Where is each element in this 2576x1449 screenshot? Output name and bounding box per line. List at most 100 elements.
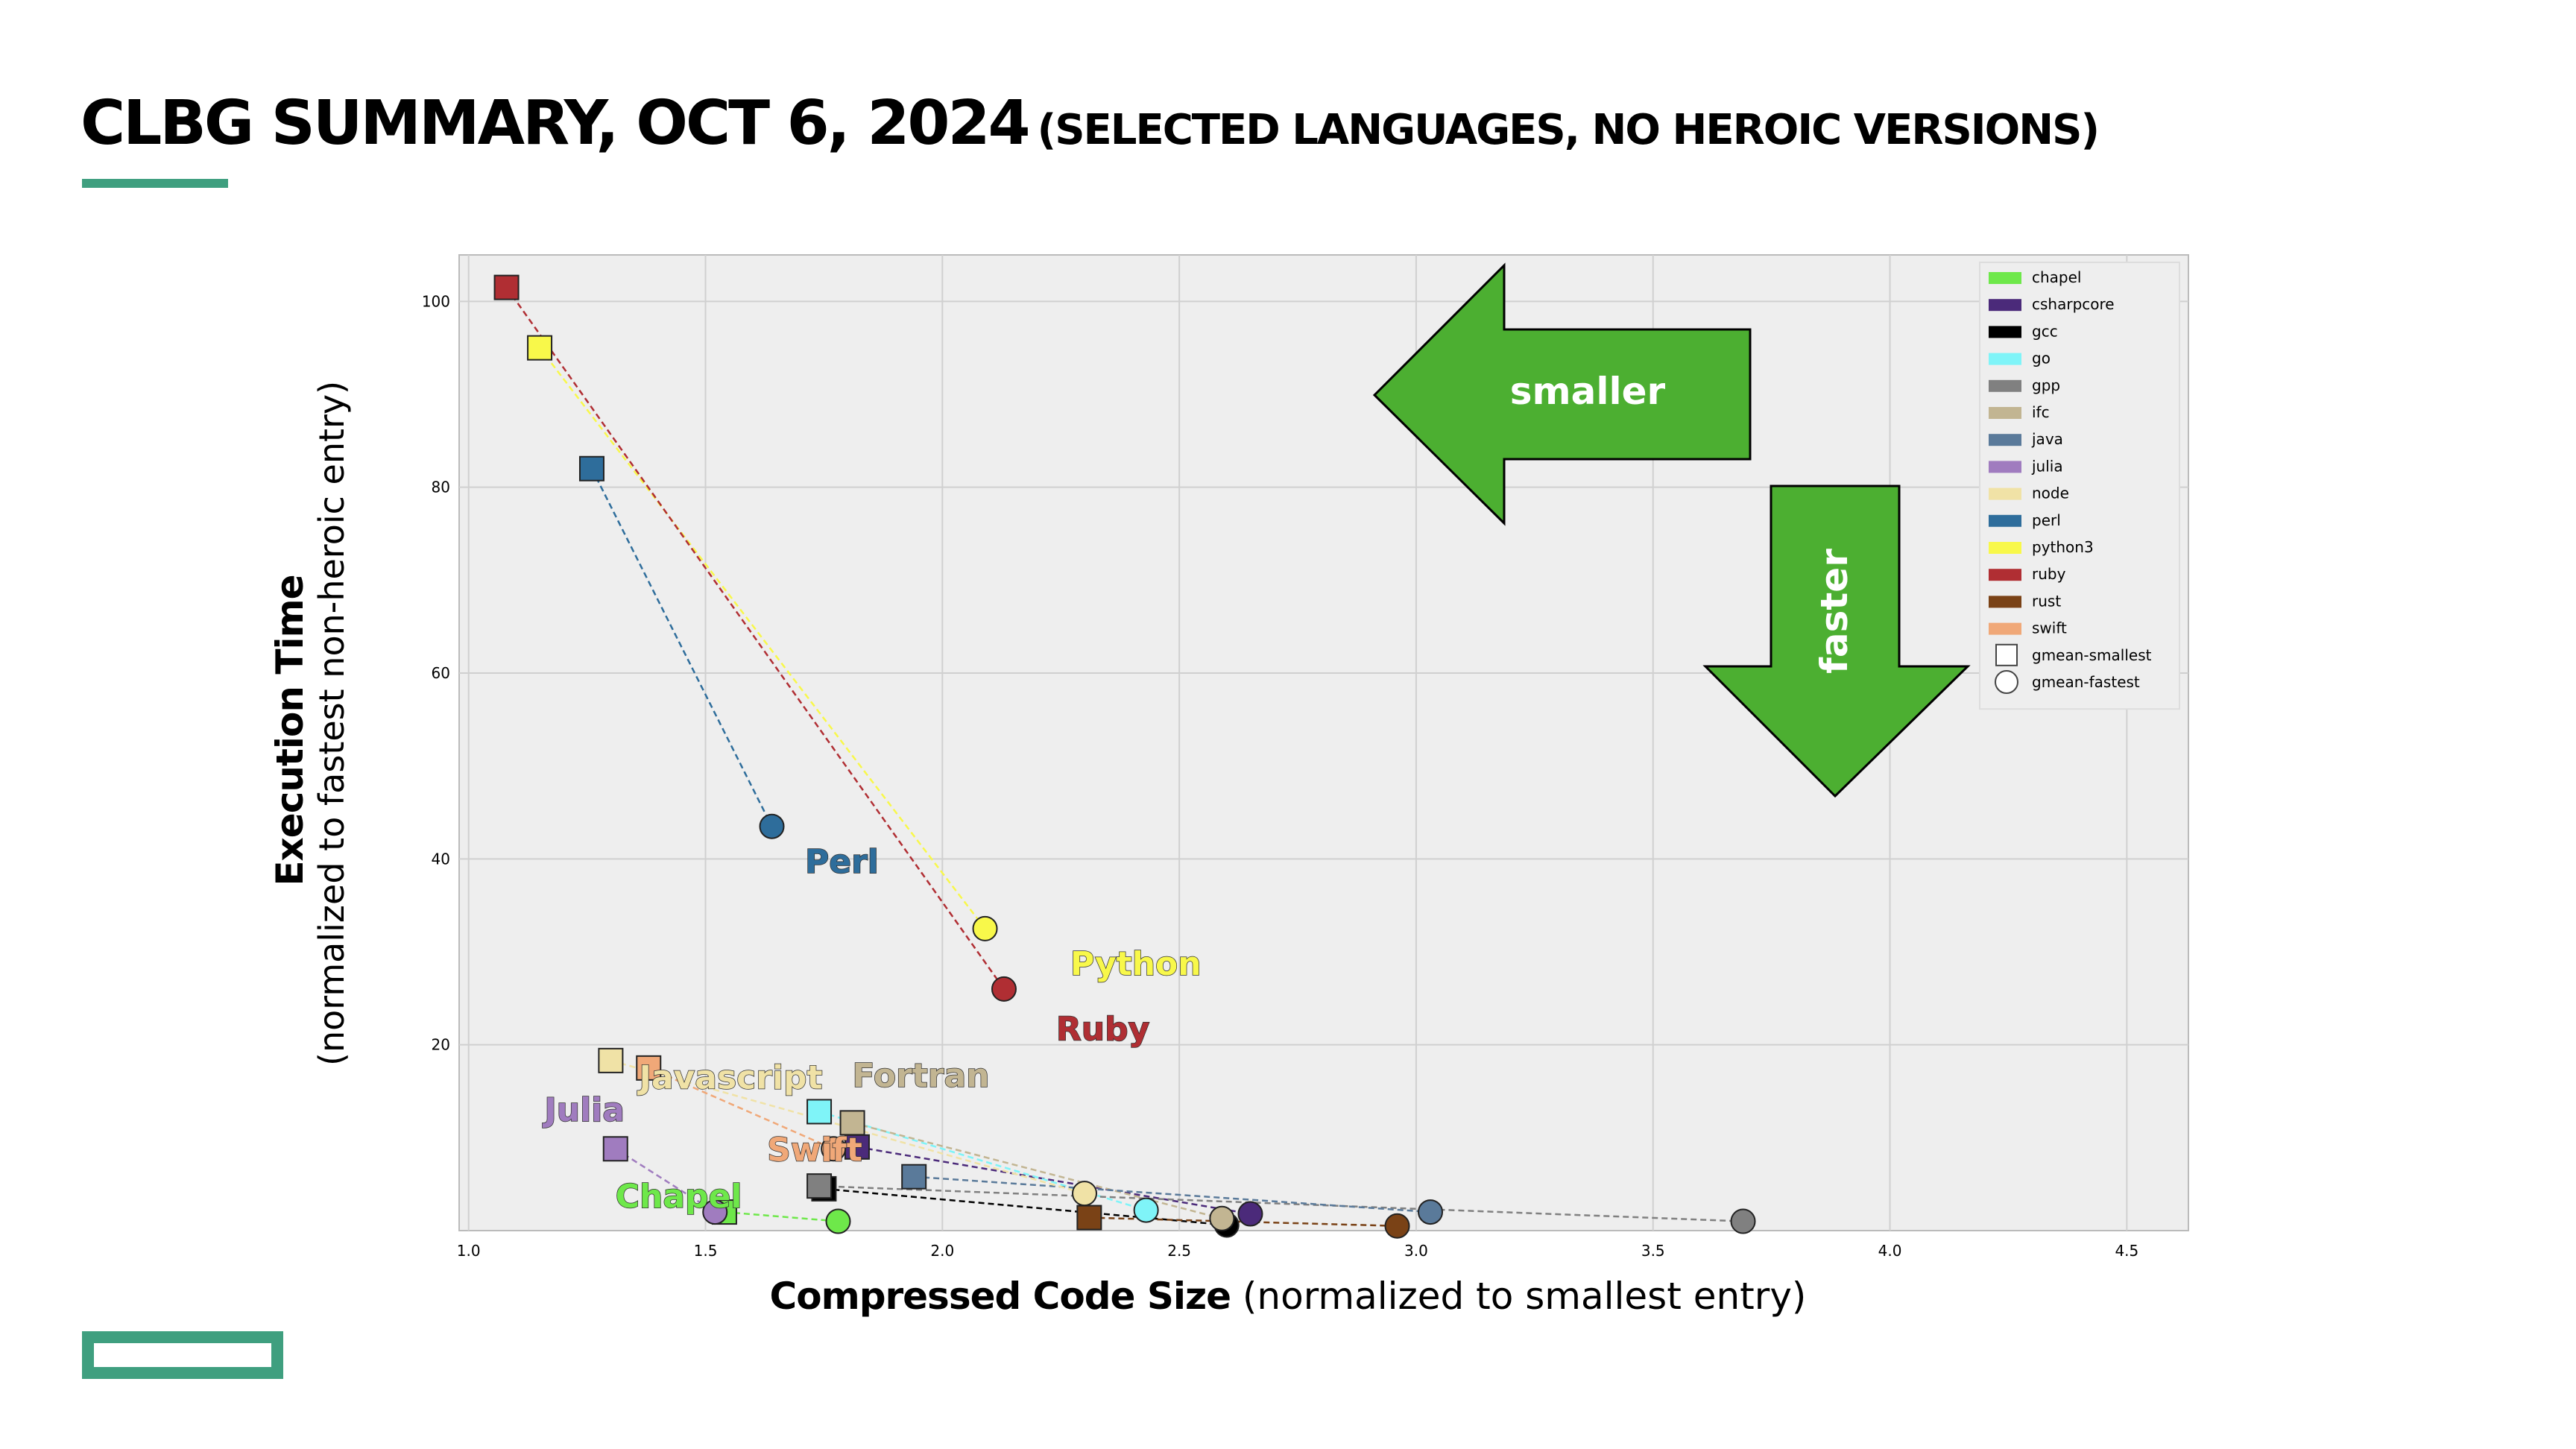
julia-connector-line (615, 1148, 716, 1213)
swift-gmean-smallest-marker (636, 1055, 662, 1081)
legend-swatch-perl (1989, 514, 2021, 527)
gpp-gmean-fastest-marker (1730, 1208, 1756, 1234)
legend-marker-circle (1995, 670, 2018, 694)
legend-label-node: node (2032, 484, 2069, 502)
legend-swatch-csharpcore (1989, 299, 2021, 312)
y-axis-label: Execution Time (normalized to fastest no… (268, 380, 417, 1066)
faster-arrow-label: faster (1813, 549, 1856, 674)
ruby-gmean-smallest-marker (493, 274, 520, 300)
julia-gmean-smallest-marker (602, 1136, 628, 1162)
legend-label-gmean-smallest: gmean-smallest (2032, 646, 2152, 664)
x-tick-label: 2.0 (930, 1242, 954, 1260)
y-tick-label: 80 (432, 479, 450, 496)
legend-label-csharpcore: csharpcore (2032, 295, 2115, 313)
direction-arrows: smaller faster (1372, 262, 1971, 798)
legend-label-swift: swift (2032, 619, 2067, 637)
ifc-connector-line (852, 1122, 1222, 1220)
smaller-arrow-label: smaller (1510, 370, 1666, 413)
legend: chapel csharpcore gcc go gpp ifc java julia node… (1979, 262, 2180, 710)
y-tick-label: 40 (432, 850, 450, 868)
legend-swatch-julia (1989, 461, 2021, 473)
legend-label-julia: julia (2031, 457, 2063, 475)
x-axis-subtitle: (normalized to smallest entry) (1242, 1275, 1807, 1318)
rust-gmean-smallest-marker (1076, 1205, 1102, 1231)
footer-logo (82, 1331, 283, 1379)
smaller-arrow (1372, 262, 1752, 526)
chapel-label: Chapel (616, 1178, 742, 1216)
x-tick-label: 3.5 (1641, 1242, 1665, 1260)
x-tick-label: 3.0 (1404, 1242, 1428, 1260)
x-tick-label: 2.5 (1167, 1242, 1191, 1260)
legend-swatch-java (1989, 434, 2021, 446)
chapel-gmean-fastest-marker (825, 1208, 851, 1234)
y-axis-subtitle: (normalized to fastest non-heroic entry) (312, 380, 352, 1066)
legend-swatch-chapel (1989, 272, 2021, 284)
legend-label-gpp: gpp (2032, 376, 2060, 394)
y-axis-title: Execution Time (268, 575, 312, 886)
tick-labels: 1.0 1.5 2.0 2.5 3.0 3.5 4.0 4.5 20 40 60 80 100 (422, 292, 2138, 1260)
ifc-gmean-fastest-marker (1209, 1205, 1235, 1231)
gpp-connector-line (819, 1184, 1743, 1222)
legend-swatch-gcc (1989, 326, 2021, 338)
go-gmean-fastest-marker (1133, 1197, 1159, 1223)
legend-label-ifc: ifc (2032, 403, 2050, 421)
perl-connector-line (590, 468, 773, 827)
legend-label-gcc: gcc (2032, 322, 2058, 340)
python3-label: Python (1070, 945, 1202, 983)
y-tick-label: 20 (432, 1036, 450, 1054)
legend-label-go: go (2032, 350, 2051, 367)
x-tick-label: 1.5 (694, 1242, 718, 1260)
series-markers (493, 274, 1756, 1239)
java-gmean-fastest-marker (1418, 1199, 1444, 1225)
y-tick-label: 100 (422, 292, 450, 310)
legend-label-java: java (2031, 430, 2063, 448)
legend-label-perl: perl (2032, 511, 2061, 529)
csharpcore-connector-line (856, 1146, 1251, 1215)
legend-label-ruby: ruby (2032, 565, 2066, 583)
legend-swatch-rust (1989, 596, 2021, 608)
legend-swatch-ruby (1989, 569, 2021, 581)
java-connector-line (914, 1175, 1431, 1213)
legend-swatch-go (1989, 353, 2021, 365)
legend-swatch-node (1989, 487, 2021, 500)
legend-label-gmean-fastest: gmean-fastest (2032, 673, 2140, 691)
node-gmean-fastest-marker (1072, 1181, 1098, 1207)
slide-subtitle: (SELECTED LANGUAGES, NO HEROIC VERSIONS) (1037, 106, 2100, 154)
node-gmean-smallest-marker (598, 1047, 624, 1073)
x-axis-title: Compressed Code Size (769, 1275, 1231, 1318)
perl-gmean-smallest-marker (578, 455, 604, 482)
language-labels: Chapel Fortran Julia Javascript Perl Python Ru… (542, 842, 1202, 1216)
legend-label-chapel: chapel (2032, 268, 2081, 286)
y-tick-label: 60 (432, 664, 450, 682)
legend-marker-square (1995, 643, 2018, 666)
x-tick-label: 1.0 (457, 1242, 481, 1260)
java-gmean-smallest-marker (901, 1164, 927, 1190)
perl-gmean-fastest-marker (759, 813, 785, 839)
gpp-gmean-smallest-marker (806, 1173, 833, 1199)
perl-label: Perl (805, 843, 879, 881)
x-axis-label: Compressed Code Size (normalized to smal… (0, 1275, 2576, 1318)
swift-connector-line (648, 1067, 834, 1150)
ruby-gmean-fastest-marker (991, 976, 1017, 1002)
legend-swatch-swift (1989, 622, 2021, 635)
python3-connector-line (539, 347, 986, 929)
swift-gmean-fastest-marker (821, 1136, 847, 1162)
go-gmean-smallest-marker (806, 1099, 833, 1125)
node-label: Javascript (637, 1058, 823, 1096)
python3-gmean-fastest-marker (972, 915, 998, 941)
ruby-label: Ruby (1056, 1010, 1149, 1048)
plot-area (458, 254, 2189, 1231)
slide-title-main: CLBG SUMMARY, OCT 6, 2024 (80, 88, 1031, 159)
julia-label: Julia (542, 1091, 625, 1129)
ifc-label: Fortran (853, 1057, 990, 1095)
legend-swatch-python3 (1989, 542, 2021, 554)
ifc-gmean-smallest-marker (839, 1110, 865, 1136)
legend-swatch-gpp (1989, 379, 2021, 392)
legend-label-python3: python3 (2032, 538, 2094, 556)
title-underline (82, 179, 228, 188)
csharpcore-gmean-fastest-marker (1237, 1201, 1263, 1227)
x-tick-label: 4.0 (1878, 1242, 1902, 1260)
legend-label-rust: rust (2032, 592, 2061, 610)
python3-gmean-smallest-marker (527, 335, 553, 361)
